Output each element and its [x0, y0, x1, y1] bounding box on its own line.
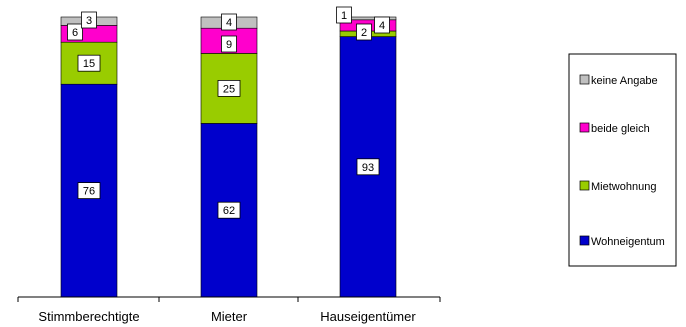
legend: keine Angabe beide gleich Mietwohnung Wohne… — [568, 53, 677, 267]
legend-item-beide-gleich: beide gleich — [579, 122, 650, 135]
data-label-box — [356, 23, 372, 41]
data-label-stimmberechtigte-wohneigentum: 76 — [77, 182, 101, 200]
data-label-value: 4 — [379, 20, 385, 32]
data-label-mieter-keine-angabe: 4 — [221, 13, 237, 31]
category-label-hauseigentuemer: Hauseigentümer — [320, 309, 416, 324]
data-label-box — [217, 80, 241, 97]
data-label-hauseigentuemer-mietwohnung: 2 — [356, 23, 372, 41]
legend-swatch-wohneigentum — [579, 235, 590, 246]
data-label-value: 1 — [341, 10, 347, 22]
data-label-value: 2 — [361, 27, 367, 39]
data-label-value: 3 — [86, 15, 92, 27]
data-label-value: 76 — [83, 186, 95, 198]
data-label-value: 15 — [83, 58, 95, 70]
data-label-stimmberechtigte-beide-gleich: 6 — [67, 23, 83, 41]
legend-box — [568, 53, 677, 267]
data-label-box — [217, 201, 241, 219]
legend-item-wohneigentum: Wohneigentum — [579, 235, 665, 248]
data-label-box — [67, 23, 83, 41]
category-labels: Stimmberechtigte Mieter Hauseigentümer — [38, 309, 416, 324]
legend-swatch-keine-angabe — [579, 74, 590, 85]
legend-label-beide-gleich: beide gleich — [591, 123, 650, 135]
data-label-mieter-wohneigentum: 62 — [217, 201, 241, 219]
data-label-value: 9 — [226, 39, 232, 51]
data-label-stimmberechtigte-mietwohnung: 15 — [77, 54, 101, 72]
legend-swatch-mietwohnung — [579, 180, 590, 191]
data-label-box — [77, 54, 101, 72]
legend-swatch-beide-gleich — [579, 122, 590, 133]
data-label-value: 6 — [72, 27, 78, 39]
category-label-stimmberechtigte: Stimmberechtigte — [38, 309, 139, 324]
data-label-box — [81, 11, 97, 29]
data-label-box — [374, 16, 390, 34]
data-label-box — [336, 6, 352, 24]
data-label-hauseigentuemer-keine-angabe: 1 — [336, 6, 352, 24]
data-label-box — [356, 158, 380, 176]
legend-item-keine-angabe: keine Angabe — [579, 74, 658, 87]
data-label-mieter-mietwohnung: 25 — [217, 80, 241, 97]
data-label-hauseigentuemer-beide-gleich: 4 — [374, 16, 390, 34]
data-label-stimmberechtigte-keine-angabe: 3 — [81, 11, 97, 29]
data-label-mieter-beide-gleich: 9 — [221, 35, 237, 53]
data-label-box — [221, 13, 237, 31]
data-label-box — [221, 35, 237, 53]
data-label-value: 25 — [223, 83, 235, 95]
data-label-hauseigentuemer-wohneigentum: 93 — [356, 158, 380, 176]
data-label-value: 4 — [226, 17, 232, 29]
legend-label-mietwohnung: Mietwohnung — [591, 181, 656, 193]
category-label-mieter: Mieter — [211, 309, 248, 324]
data-label-box — [77, 182, 101, 200]
legend-item-mietwohnung: Mietwohnung — [579, 180, 656, 193]
data-label-value: 93 — [362, 162, 374, 174]
legend-label-keine-angabe: keine Angabe — [591, 75, 658, 87]
legend-label-wohneigentum: Wohneigentum — [591, 236, 665, 248]
data-label-value: 62 — [223, 205, 235, 217]
